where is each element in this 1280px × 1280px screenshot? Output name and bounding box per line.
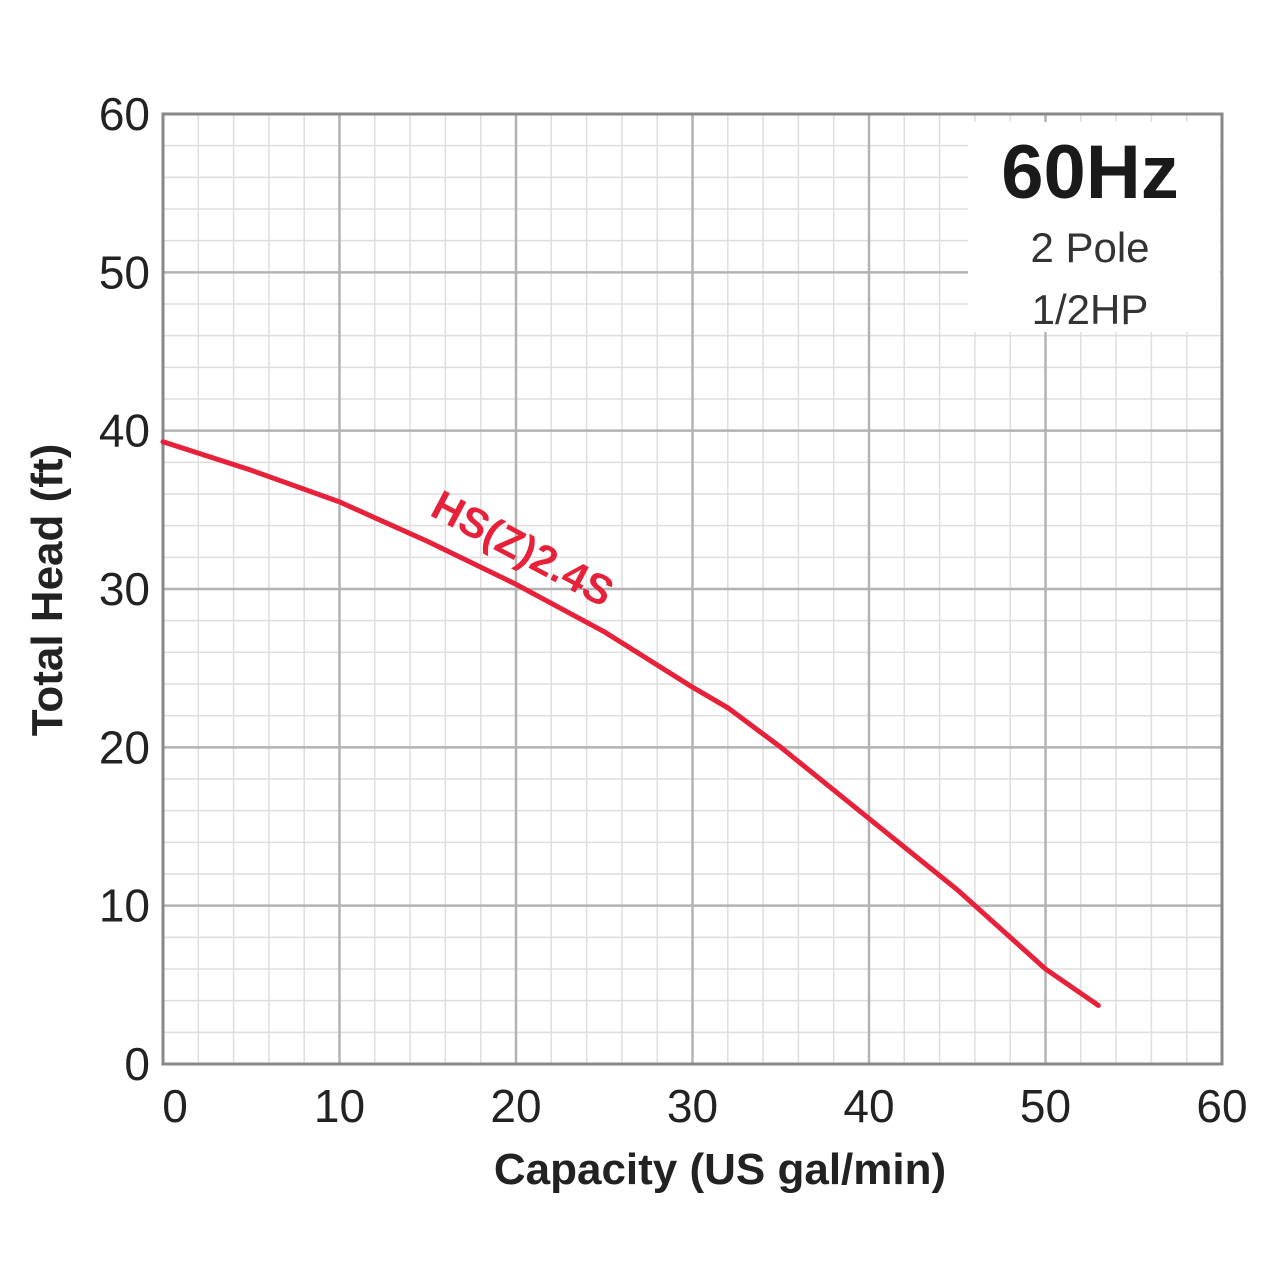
y-axis-title: Total Head (ft) <box>23 444 72 737</box>
y-tick-label: 40 <box>99 405 150 457</box>
power-label: 1/2HP <box>1032 286 1149 333</box>
y-tick-label: 30 <box>99 563 150 615</box>
y-tick-labels: 0 10 20 30 40 50 60 <box>99 88 150 1090</box>
poles-label: 2 Pole <box>1030 224 1149 271</box>
x-tick-label: 60 <box>1196 1080 1247 1132</box>
x-tick-label: 10 <box>314 1080 365 1132</box>
x-tick-label: 20 <box>490 1080 541 1132</box>
annotation-box: 60Hz 2 Pole 1/2HP <box>968 122 1220 333</box>
y-tick-label: 20 <box>99 721 150 773</box>
x-tick-label: 50 <box>1020 1080 1071 1132</box>
series-line <box>160 439 1101 1008</box>
x-tick-labels: 0 10 20 30 40 50 60 <box>162 1080 1247 1132</box>
x-tick-label: 30 <box>667 1080 718 1132</box>
x-axis-title: Capacity (US gal/min) <box>494 1145 946 1194</box>
frequency-label: 60Hz <box>1001 130 1178 215</box>
x-tick-label: 40 <box>843 1080 894 1132</box>
plot-frame <box>161 112 1224 1066</box>
y-tick-label: 0 <box>124 1038 150 1090</box>
y-tick-label: 60 <box>99 88 150 140</box>
y-tick-label: 10 <box>99 880 150 932</box>
y-tick-label: 50 <box>99 246 150 298</box>
x-tick-label: 0 <box>162 1080 188 1132</box>
